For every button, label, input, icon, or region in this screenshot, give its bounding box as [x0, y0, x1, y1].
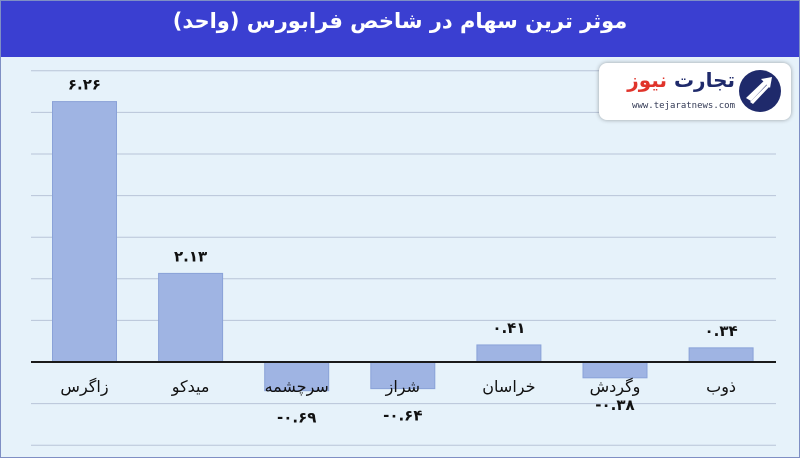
category-label: وگردش [590, 377, 641, 397]
bar [370, 361, 436, 390]
category-label: سرچشمه [265, 377, 329, 397]
logo-wordmark-part2: نیوز [627, 68, 667, 92]
data-label: ۶.۲۶ [68, 76, 101, 94]
logo-url: www.tejaratnews.com [632, 101, 735, 111]
category-label: شراز [385, 377, 420, 397]
category-label: ذوب [706, 377, 736, 397]
data-label: ۲.۱۳ [174, 247, 207, 265]
bar [158, 272, 224, 363]
data-label: -۰.۶۴ [383, 407, 422, 425]
chart-title: موثر ترین سهام در شاخص فرابورس (واحد) [172, 9, 628, 33]
bar [688, 347, 754, 363]
data-label: -۰.۶۹ [277, 409, 316, 427]
logo-wordmark-part1: تجارت [673, 68, 735, 92]
bar [476, 344, 542, 363]
brand-logo: تجارت نیوز www.tejaratnews.com [599, 63, 791, 120]
category-label: خراسان [482, 377, 535, 397]
data-label: ۰.۴۱ [492, 319, 525, 337]
category-label: زاگرس [60, 377, 108, 397]
bar [264, 361, 330, 392]
bar [52, 101, 117, 363]
chart-header: موثر ترین سهام در شاخص فرابورس (واحد) [1, 1, 799, 57]
logo-arrow-icon [739, 70, 781, 112]
data-label: ۰.۳۴ [705, 322, 738, 340]
logo-wordmark: تجارت نیوز [607, 68, 735, 92]
bar [582, 361, 648, 379]
category-label: میدکو [171, 377, 210, 397]
data-label: -۰.۳۸ [595, 396, 634, 414]
